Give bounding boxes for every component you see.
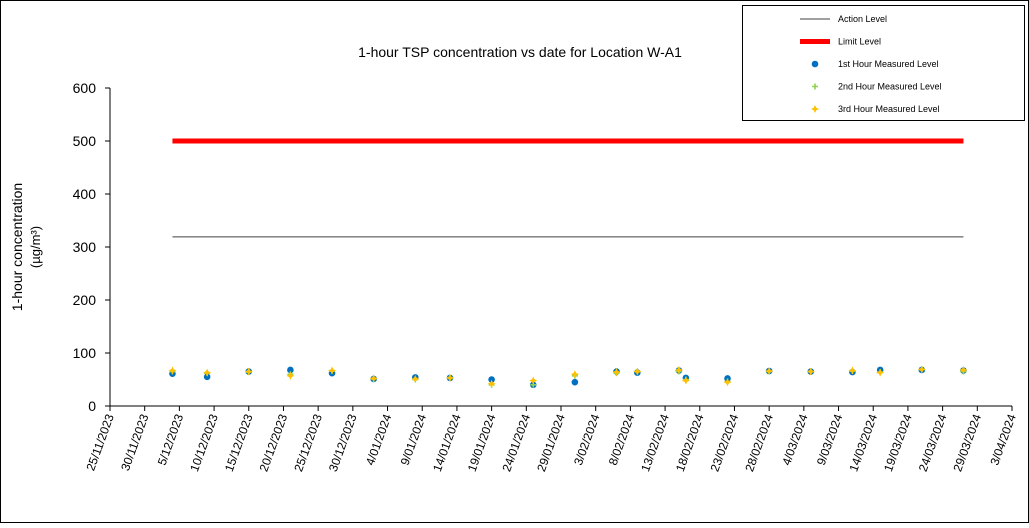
- y-axis-label: (µg/m³): [28, 226, 43, 268]
- legend-label: 2nd Hour Measured Level: [838, 82, 942, 92]
- y-tick-label: 200: [73, 292, 97, 308]
- y-tick-label: 500: [73, 133, 97, 149]
- data-point: [328, 366, 337, 375]
- data-point: [806, 367, 815, 376]
- data-point: [876, 368, 885, 377]
- data-point: [244, 367, 253, 376]
- data-point: [369, 374, 378, 383]
- data-point: [674, 365, 683, 374]
- legend-label: 1st Hour Measured Level: [838, 59, 939, 69]
- y-tick-label: 300: [73, 239, 97, 255]
- data-point: [488, 376, 495, 383]
- legend-label: Action Level: [838, 14, 887, 24]
- data-point: [612, 368, 621, 377]
- legend-box: [742, 5, 1025, 121]
- data-point: [765, 367, 774, 376]
- legend-label: Limit Level: [838, 37, 881, 47]
- data-point: [286, 371, 295, 380]
- data-point: [723, 378, 732, 387]
- data-point: [168, 366, 177, 375]
- data-point: [203, 368, 212, 377]
- data-point: [917, 365, 926, 374]
- data-point: [959, 365, 968, 374]
- legend-swatch: [811, 105, 819, 113]
- y-tick-label: 400: [73, 186, 97, 202]
- data-point: [287, 366, 294, 374]
- legend-swatch: [811, 60, 819, 68]
- data-point: [203, 373, 211, 381]
- y-tick-label: 600: [73, 80, 97, 96]
- y-tick-label: 100: [73, 345, 97, 361]
- data-point: [848, 366, 857, 375]
- y-tick-label: 0: [88, 398, 96, 414]
- legend-label: 3rd Hour Measured Level: [838, 104, 940, 114]
- data-point: [633, 367, 642, 376]
- data-point: [487, 379, 496, 388]
- data-point: [445, 373, 454, 382]
- data-point: [529, 376, 538, 385]
- y-axis-label: 1-hour concentration: [9, 183, 25, 311]
- chart-title: 1-hour TSP concentration vs date for Loc…: [358, 44, 682, 60]
- data-point: [570, 370, 579, 379]
- data-point: [411, 374, 420, 383]
- legend-swatch: [812, 83, 818, 90]
- data-point: [681, 376, 690, 385]
- data-point: [571, 378, 579, 386]
